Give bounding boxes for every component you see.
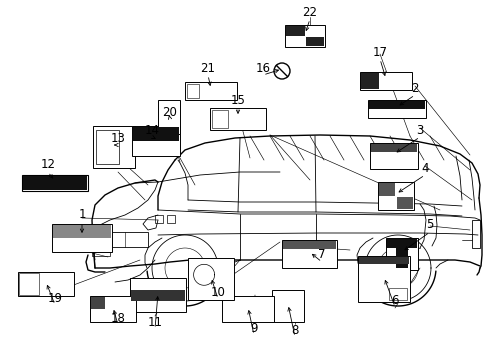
Bar [378, 183, 394, 196]
Bar [19, 273, 39, 295]
Bar [367, 100, 425, 118]
Bar [396, 248, 407, 268]
Bar [305, 37, 324, 46]
Bar [357, 256, 409, 302]
Bar [133, 127, 179, 140]
Bar [377, 182, 413, 210]
Bar [358, 257, 408, 264]
Bar [158, 100, 180, 134]
Bar [93, 126, 135, 168]
Text: 9: 9 [250, 321, 257, 334]
Text: 18: 18 [110, 311, 125, 324]
Bar [369, 143, 417, 169]
Bar [212, 110, 227, 128]
Bar [386, 239, 416, 248]
Text: 4: 4 [420, 162, 428, 175]
Text: 11: 11 [147, 315, 162, 328]
Bar [187, 258, 234, 300]
Text: 13: 13 [110, 131, 125, 144]
Bar [368, 101, 424, 109]
Text: 16: 16 [255, 62, 270, 75]
Bar [130, 278, 185, 312]
Text: 21: 21 [200, 62, 215, 75]
Bar [91, 297, 105, 309]
Bar [471, 220, 479, 248]
Text: 8: 8 [291, 324, 298, 337]
Text: 2: 2 [410, 81, 418, 94]
Bar [18, 272, 74, 296]
Bar [155, 215, 163, 223]
Text: 12: 12 [41, 158, 55, 171]
Text: 7: 7 [318, 248, 325, 261]
Bar [283, 241, 335, 249]
Bar [132, 126, 180, 156]
Bar [92, 228, 110, 256]
Bar [53, 225, 111, 238]
Bar [388, 288, 407, 300]
Bar [360, 73, 378, 89]
Bar [271, 290, 304, 322]
Text: 5: 5 [426, 219, 433, 231]
Bar [396, 197, 412, 209]
Bar [222, 296, 273, 322]
Text: 15: 15 [230, 94, 245, 107]
Bar [23, 176, 87, 190]
Bar [285, 25, 325, 47]
Text: 6: 6 [390, 293, 398, 306]
Bar [285, 26, 305, 36]
Bar [282, 240, 336, 268]
Bar [167, 215, 175, 223]
Text: 3: 3 [415, 123, 423, 136]
Bar [385, 238, 417, 270]
Text: 1: 1 [78, 208, 85, 221]
Bar [108, 232, 148, 247]
Bar [22, 175, 88, 191]
Bar [96, 130, 119, 164]
Text: 20: 20 [162, 105, 177, 118]
Text: 14: 14 [144, 123, 159, 136]
Text: 10: 10 [210, 285, 225, 298]
Text: 22: 22 [302, 5, 317, 18]
Bar [52, 224, 112, 252]
Text: 17: 17 [372, 45, 386, 58]
Bar [186, 84, 199, 98]
Bar [370, 144, 416, 152]
Bar [90, 296, 136, 322]
Bar [209, 108, 265, 130]
Bar [359, 72, 411, 90]
Bar [131, 290, 184, 301]
Bar [184, 82, 237, 100]
Text: 19: 19 [47, 292, 62, 305]
